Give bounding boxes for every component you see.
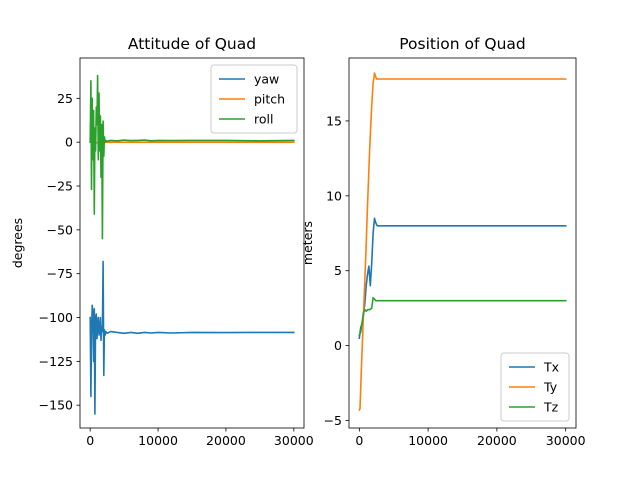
position-series-ty — [358, 72, 567, 412]
position-x-tick-label: 30000 — [546, 433, 586, 448]
attitude-y-axis-label: degrees — [10, 218, 25, 268]
position-y-tick-label: −5 — [324, 413, 342, 428]
attitude-legend-label-roll: roll — [254, 112, 273, 127]
attitude-y-tick-label: −125 — [39, 354, 73, 369]
attitude-y-tick-label: −25 — [47, 179, 73, 194]
attitude-series-pitch — [89, 140, 295, 144]
attitude-title: Attitude of Quad — [128, 35, 256, 53]
attitude-y-tick-label: −75 — [47, 266, 73, 281]
position-y-tick-label: 15 — [326, 113, 342, 128]
position-legend-label-tx: Tx — [543, 360, 559, 375]
position-y-tick-label: 10 — [326, 188, 342, 203]
position-series-layer — [358, 72, 567, 412]
position-x-tick-label: 10000 — [408, 433, 448, 448]
position-x-tick-label: 20000 — [477, 433, 517, 448]
attitude-x-tick-label: 10000 — [138, 433, 178, 448]
position-legend-label-ty: Ty — [543, 380, 558, 395]
attitude-ticks: 0 10000 20000 30000 25 0 −25 −50 −75 −100 −125 −150 — [39, 91, 314, 448]
attitude-x-tick-label: 0 — [86, 433, 94, 448]
attitude-x-tick-label: 30000 — [274, 433, 314, 448]
attitude-legend-box — [210, 64, 298, 134]
position-legend: Tx Ty Tz — [500, 352, 570, 422]
position-y-axis-label: meters — [300, 221, 315, 265]
position-ticks: 0 10000 20000 30000 15 10 5 0 −5 — [324, 113, 586, 448]
position-series-tz — [358, 296, 567, 337]
position-x-tick-label: 0 — [355, 433, 363, 448]
position-legend-label-tz: Tz — [543, 400, 559, 415]
attitude-y-tick-label: −100 — [39, 310, 73, 325]
position-panel: Position of Quad meters 0 10000 20000 30000… — [300, 35, 586, 448]
attitude-series-layer — [89, 74, 295, 415]
attitude-legend-entries: yaw pitch roll — [219, 72, 285, 127]
position-title: Position of Quad — [399, 35, 526, 53]
attitude-legend-label-yaw: yaw — [254, 72, 279, 87]
attitude-y-tick-label: 25 — [57, 91, 73, 106]
attitude-y-tick-label: −50 — [47, 222, 73, 237]
attitude-legend: yaw pitch roll — [210, 64, 298, 134]
attitude-plot-frame — [79, 57, 305, 429]
attitude-y-tick-label: −150 — [39, 398, 73, 413]
position-plot-frame — [348, 57, 577, 429]
position-legend-entries: Tx Ty Tz — [509, 360, 559, 415]
attitude-legend-label-pitch: pitch — [254, 92, 285, 107]
attitude-series-roll — [89, 74, 295, 240]
attitude-x-tick-label: 20000 — [206, 433, 246, 448]
position-y-tick-label: 5 — [334, 263, 342, 278]
attitude-y-tick-label: 0 — [65, 135, 73, 150]
attitude-panel: Attitude of Quad degrees 0 10000 20000 3000… — [10, 35, 314, 448]
position-y-tick-label: 0 — [334, 338, 342, 353]
attitude-series-yaw — [89, 260, 295, 415]
